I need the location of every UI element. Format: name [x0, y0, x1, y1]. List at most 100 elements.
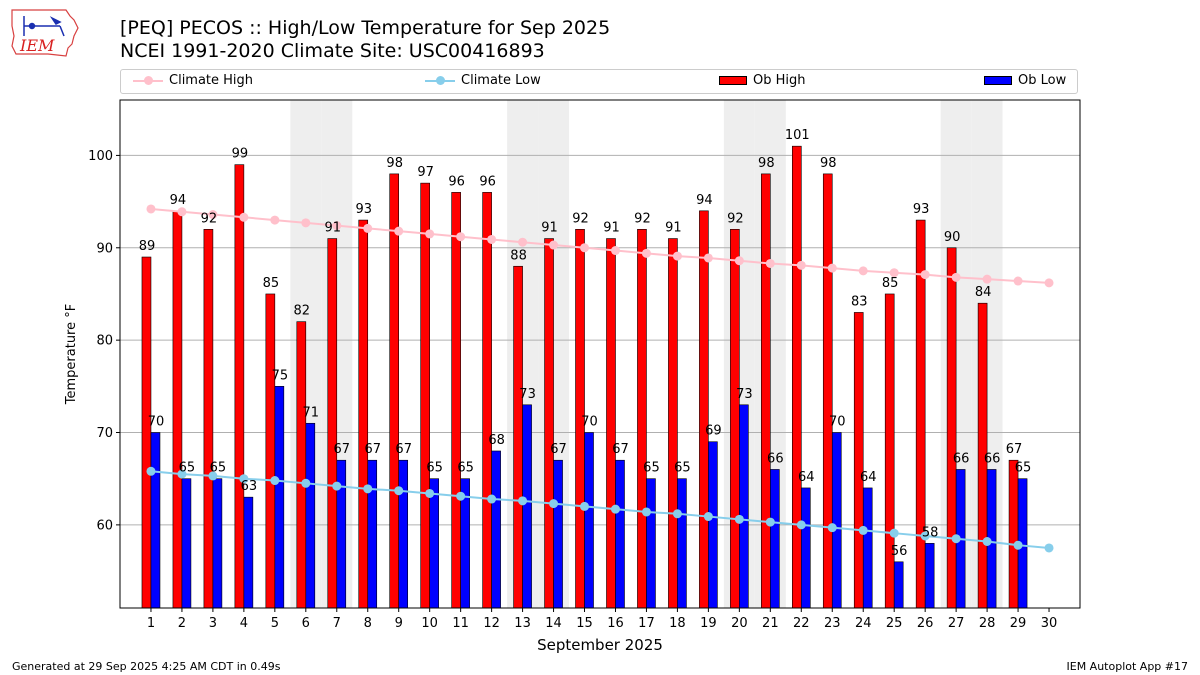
legend-item-ob-high: Ob High — [719, 73, 806, 88]
climate-high-point-8 — [363, 223, 373, 233]
ob-high-bar-2 — [172, 210, 183, 609]
climate-high-point-25 — [889, 268, 899, 278]
climate-lines — [146, 204, 1054, 553]
ob-high-label-24: 83 — [851, 294, 868, 309]
ob-low-label-6: 71 — [303, 405, 320, 420]
ob-high-label-23: 98 — [820, 156, 837, 171]
climate-high-point-11 — [456, 232, 466, 242]
climate-low-point-9 — [394, 486, 404, 496]
climate-low-point-8 — [363, 484, 373, 494]
climate-high-point-20 — [734, 256, 744, 266]
x-tick-label-20: 20 — [731, 616, 748, 631]
ob-low-bar-14 — [553, 459, 563, 609]
ob-high-bar-8 — [358, 219, 369, 609]
climate-high-point-2 — [177, 207, 187, 217]
climate-high-point-26 — [920, 270, 930, 280]
x-tick-label-1: 1 — [147, 616, 155, 631]
ob-high-label-5: 85 — [263, 276, 280, 291]
ob-high-bar-10 — [420, 182, 430, 609]
ob-low-bar-24 — [862, 487, 873, 609]
climate-high-point-17 — [641, 248, 651, 258]
climate-low-point-25 — [889, 528, 899, 538]
climate-low-point-26 — [920, 531, 930, 541]
climate-low-point-15 — [580, 501, 590, 511]
climate-high-point-28 — [982, 274, 992, 284]
climate-low-point-17 — [641, 507, 651, 517]
ob-low-bar-12 — [491, 450, 501, 609]
climate-low-point-24 — [858, 525, 868, 535]
ob-low-label-23: 70 — [829, 415, 846, 430]
x-tick-label-26: 26 — [917, 616, 934, 631]
climate-high-point-24 — [858, 266, 868, 276]
climate-high-point-9 — [394, 226, 404, 236]
ob-high-label-27: 90 — [944, 230, 961, 245]
ob-high-label-10: 97 — [417, 165, 434, 180]
ob-low-bar-22 — [800, 487, 811, 609]
legend-swatch-ob-high — [719, 76, 747, 85]
ob-low-label-29: 65 — [1015, 461, 1032, 476]
ob-high-label-12: 96 — [479, 174, 496, 189]
ob-low-bar-21 — [770, 469, 780, 609]
ob-high-label-2: 94 — [170, 193, 187, 208]
ob-high-bar-17 — [637, 229, 647, 609]
ob-low-label-5: 75 — [272, 368, 289, 383]
legend-item-ob-low: Ob Low — [984, 73, 1066, 88]
climate-high-point-18 — [672, 251, 682, 261]
logo-text: IEM — [19, 36, 55, 55]
x-tick-label-27: 27 — [948, 616, 965, 631]
iem-logo: IEM — [11, 9, 79, 57]
y-axis-label: Temperature °F — [64, 304, 79, 405]
ob-low-label-25: 56 — [891, 544, 908, 559]
x-tick-label-3: 3 — [209, 616, 217, 631]
climate-low-point-23 — [827, 523, 837, 533]
ob-high-bar-9 — [389, 173, 400, 609]
x-tick-label-7: 7 — [333, 616, 341, 631]
ob-low-bar-16 — [615, 459, 625, 609]
chart-subtitle: NCEI 1991-2020 Climate Site: USC00416893 — [120, 40, 545, 62]
ob-low-label-21: 66 — [767, 451, 784, 466]
x-tick-label-22: 22 — [793, 616, 810, 631]
ob-low-label-14: 67 — [550, 442, 567, 457]
x-tick-label-6: 6 — [302, 616, 310, 631]
climate-high-point-14 — [549, 240, 559, 250]
ob-low-bar-6 — [305, 422, 316, 609]
x-tick-label-30: 30 — [1041, 616, 1058, 631]
x-tick-label-21: 21 — [762, 616, 779, 631]
ob-high-label-7: 91 — [325, 221, 342, 236]
y-tick-label-90: 90 — [96, 241, 113, 256]
ob-low-label-3: 65 — [210, 461, 227, 476]
ob-high-bar-1 — [141, 256, 152, 609]
climate-low-point-4 — [239, 474, 249, 484]
climate-low-point-11 — [456, 491, 466, 501]
x-tick-label-15: 15 — [576, 616, 593, 631]
climate-low-point-2 — [177, 469, 187, 479]
climate-low-point-27 — [951, 534, 961, 544]
climate-low-point-29 — [1013, 540, 1023, 550]
ob-high-bar-14 — [544, 238, 554, 609]
ob-high-bar-20 — [730, 229, 740, 609]
climate-low-point-1 — [146, 466, 156, 476]
ob-low-label-18: 65 — [674, 461, 691, 476]
x-tick-label-16: 16 — [607, 616, 624, 631]
x-tick-label-4: 4 — [240, 616, 248, 631]
ob-high-bar-5 — [265, 293, 276, 609]
x-tick-label-18: 18 — [669, 616, 686, 631]
ob-high-label-1: 89 — [139, 239, 156, 254]
y-tick-label-100: 100 — [88, 149, 113, 164]
climate-high-point-12 — [487, 234, 497, 244]
legend-swatch-ob-low — [984, 76, 1012, 85]
ob-low-bar-15 — [584, 432, 594, 609]
chart-legend: Climate High Climate Low Ob High Ob Low — [120, 69, 1078, 94]
climate-low-point-16 — [610, 504, 620, 514]
plot-frame — [119, 99, 1081, 609]
weather-station-icon — [23, 16, 65, 37]
climate-low-point-20 — [734, 514, 744, 524]
ob-low-label-8: 67 — [364, 442, 381, 457]
ob-low-bar-19 — [708, 441, 718, 609]
climate-low-point-6 — [301, 478, 311, 488]
generated-timestamp: Generated at 29 Sep 2025 4:25 AM CDT in … — [12, 660, 281, 673]
ob-high-bar-22 — [791, 145, 802, 609]
ob-low-label-19: 69 — [705, 424, 722, 439]
